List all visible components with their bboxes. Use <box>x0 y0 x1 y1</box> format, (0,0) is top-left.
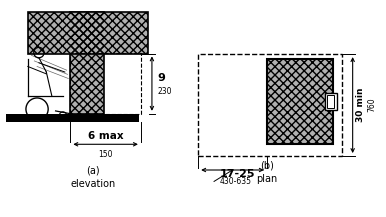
Bar <box>267 59 334 144</box>
Text: 430-635: 430-635 <box>219 177 251 186</box>
Bar <box>70 12 104 114</box>
Text: 230: 230 <box>157 87 172 95</box>
Text: 150: 150 <box>98 150 113 159</box>
Bar <box>28 12 148 54</box>
Text: (b)
plan: (b) plan <box>256 161 277 184</box>
Bar <box>327 95 334 108</box>
Text: 30 min: 30 min <box>356 88 365 122</box>
Text: 17-25: 17-25 <box>219 169 255 179</box>
Bar <box>70 54 141 114</box>
Text: 6 max: 6 max <box>88 131 124 141</box>
Bar <box>28 12 148 54</box>
Bar <box>325 93 337 110</box>
Text: (a)
elevation: (a) elevation <box>70 166 115 189</box>
Bar <box>267 59 334 144</box>
Bar <box>198 54 342 156</box>
Bar <box>5 114 139 122</box>
Text: 760: 760 <box>367 98 377 112</box>
Text: 9: 9 <box>157 73 165 83</box>
Bar <box>70 12 104 114</box>
